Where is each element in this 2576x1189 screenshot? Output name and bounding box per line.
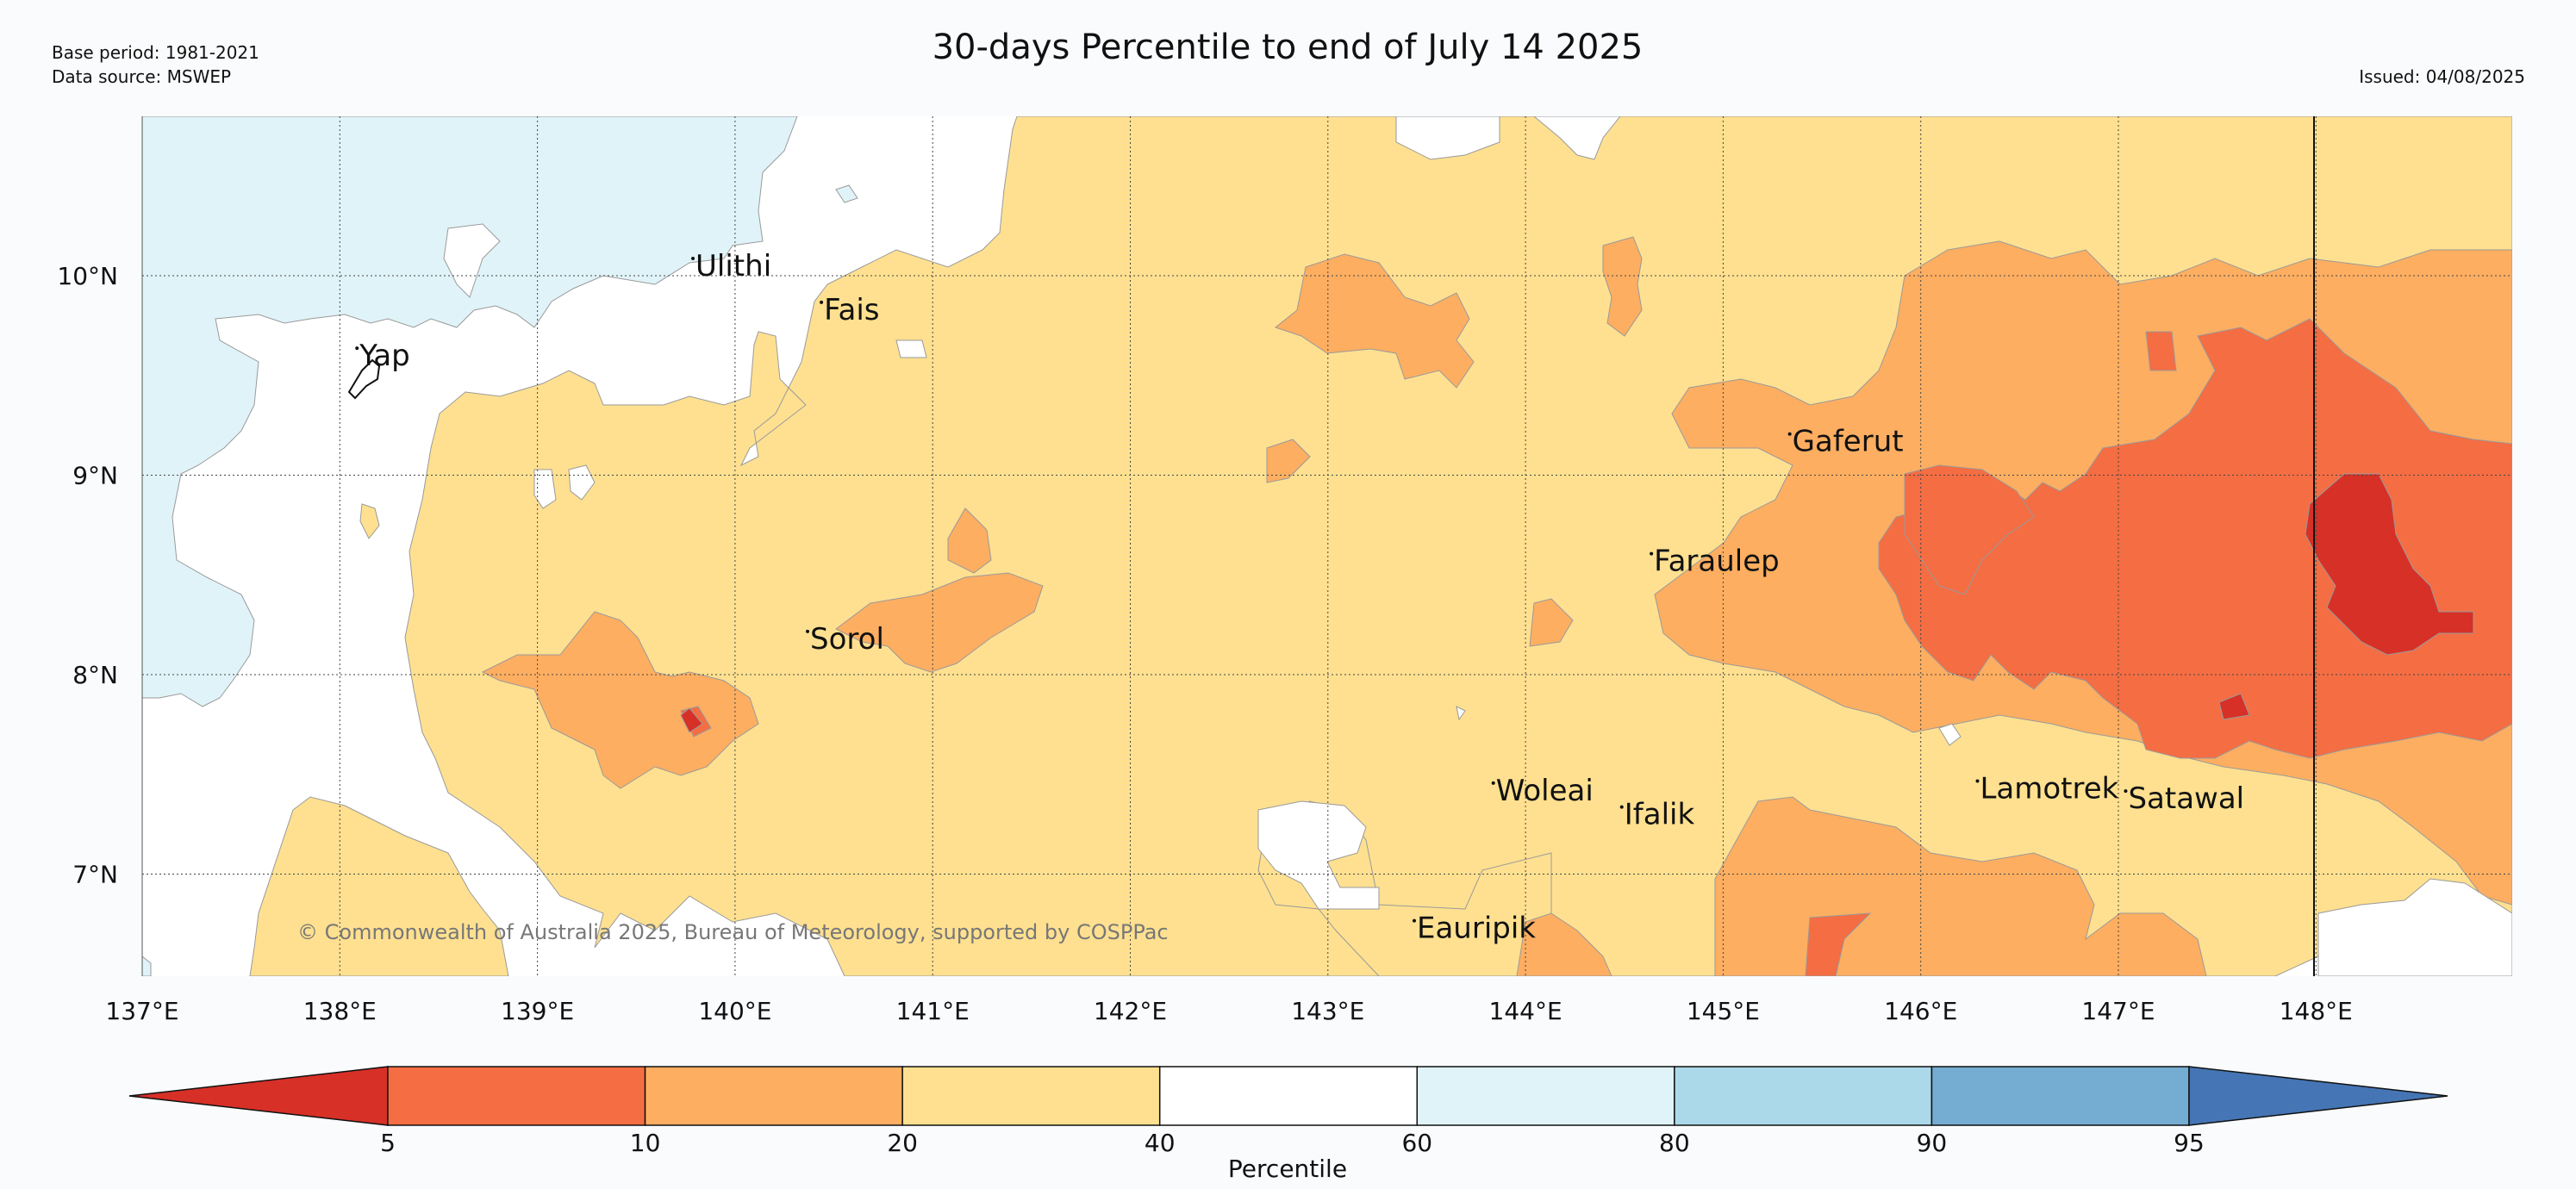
longitude-tick-label: 147°E (2081, 997, 2155, 1025)
copyright-notice: © Commonwealth of Australia 2025, Bureau… (297, 920, 1169, 944)
place-label: Gaferut (1793, 425, 1904, 459)
place-marker (1412, 918, 1416, 923)
percentile-region-below-5 (680, 707, 703, 733)
yap-island-outline (347, 358, 381, 400)
place-label: Eauripik (1417, 912, 1536, 946)
longitude-tick-label: 141°E (896, 997, 970, 1025)
percentile-region-10-20 (947, 507, 992, 574)
percentile-region-5-10 (1805, 912, 1872, 976)
latitude-tick-label: 8°N (72, 661, 118, 689)
longitude-axis: 137°E 138°E 139°E 140°E 141°E 142°E 143°E 144°E… (105, 997, 2352, 1025)
longitude-tick-label: 143°E (1291, 997, 1364, 1025)
longitude-tick-label: 146°E (1884, 997, 1957, 1025)
colorbar-segment (1416, 1066, 1675, 1126)
colorbar-segment (128, 1066, 389, 1126)
percentile-region-5-10 (1904, 464, 2035, 595)
percentile-region-40-60 (1395, 116, 1500, 160)
place-label: Faraulep (1654, 545, 1780, 579)
percentile-region-10-20 (1274, 253, 1475, 389)
colorbar-segment (1158, 1066, 1419, 1126)
percentile-region-40-60 (1533, 116, 1621, 160)
place-marker (820, 300, 824, 304)
percentile-region-60-80 (142, 956, 152, 976)
percentile-region-10-20 (835, 572, 1044, 673)
map-title: 30-days Percentile to end of July 14 202… (932, 28, 1644, 67)
percentile-region-40-60 (895, 339, 927, 358)
place-marker (1787, 432, 1792, 436)
place-marker (1975, 779, 1980, 783)
percentile-region-10-20 (1516, 912, 1612, 976)
map-area (142, 116, 2512, 976)
place-label: Ulithi (695, 249, 771, 283)
longitude-tick-label: 137°E (105, 997, 178, 1025)
place-label: Ifalik (1625, 798, 1695, 832)
base-period-note: Base period: 1981-2021 (52, 42, 259, 63)
percentile-region-40-60 (1456, 706, 1466, 721)
percentile-region-40-60 (568, 464, 596, 501)
percentile-region-60-80 (835, 184, 858, 203)
percentile-region-40-60 (1257, 800, 1380, 910)
place-marker (691, 257, 695, 260)
place-marker (2124, 789, 2128, 794)
percentile-region-10-20 (1602, 236, 1643, 337)
latitude-tick-label: 9°N (72, 462, 118, 490)
colorbar-segment (2188, 1066, 2448, 1126)
latitude-tick-label: 10°N (57, 262, 118, 290)
percentile-region-40-60 (443, 223, 501, 298)
percentile-region-20-40 (359, 503, 380, 539)
percentile-colorbar: 5 10 20 40 60 80 90 95 (128, 1066, 2448, 1157)
percentile-region-5-10 (2145, 331, 2177, 371)
longitude-tick-label: 144°E (1489, 997, 1562, 1025)
data-source-note: Data source: MSWEP (52, 66, 231, 87)
colorbar-tick-label: 90 (1917, 1129, 1948, 1157)
colorbar-segment (1674, 1066, 1933, 1126)
issued-date: Issued: 04/08/2025 (2359, 66, 2525, 87)
colorbar-tick-label: 5 (380, 1129, 396, 1157)
percentile-region-below-5 (2218, 693, 2250, 720)
longitude-tick-label: 148°E (2280, 997, 2353, 1025)
latitude-axis: 10°N 9°N 8°N 7°N (57, 262, 118, 889)
place-label: Sorol (810, 622, 884, 657)
colorbar-tick-label: 95 (2174, 1129, 2205, 1157)
colorbar-segment (644, 1066, 903, 1126)
place-labels: Ulithi Yap Fais Gaferut Faraulep Sorol Woleai I… (355, 249, 2244, 946)
place-marker (806, 629, 810, 633)
place-label: Satawal (2128, 781, 2244, 816)
colorbar-tick-label: 80 (1659, 1129, 1690, 1157)
latitude-tick-label: 7°N (72, 861, 118, 889)
percentile-region-20-40 (249, 796, 509, 976)
place-marker (1650, 551, 1654, 556)
colorbar-tick-label: 60 (1401, 1129, 1432, 1157)
colorbar-tick-label: 10 (630, 1129, 661, 1157)
place-marker (355, 346, 359, 351)
colorbar-segment (1930, 1066, 2190, 1126)
place-label: Fais (824, 293, 879, 327)
place-label: Yap (359, 339, 410, 373)
percentile-region-40-60 (1938, 723, 1962, 746)
longitude-tick-label: 142°E (1094, 997, 1167, 1025)
percentile-region-10-20 (1266, 439, 1311, 483)
percentile-region-40-60 (533, 469, 557, 509)
colorbar-tick-label: 40 (1145, 1129, 1176, 1157)
place-label: Lamotrek (1980, 772, 2118, 806)
longitude-tick-label: 145°E (1687, 997, 1760, 1025)
percentile-region-40-60 (2317, 878, 2512, 976)
colorbar-tick-label: 20 (887, 1129, 918, 1157)
colorbar-label: Percentile (1228, 1155, 1347, 1183)
longitude-tick-label: 138°E (303, 997, 377, 1025)
colorbar-segment (387, 1066, 646, 1126)
longitude-tick-label: 140°E (698, 997, 771, 1025)
percentile-region-60-80 (142, 116, 798, 707)
place-label: Woleai (1496, 774, 1594, 808)
percentile-region-below-5 (2305, 473, 2474, 656)
colorbar-segment (901, 1066, 1161, 1126)
place-marker (1619, 805, 1624, 809)
percentile-region-10-20 (1529, 598, 1574, 647)
percentile-region-10-20 (481, 611, 759, 789)
longitude-tick-label: 139°E (501, 997, 574, 1025)
place-marker (1491, 781, 1495, 785)
